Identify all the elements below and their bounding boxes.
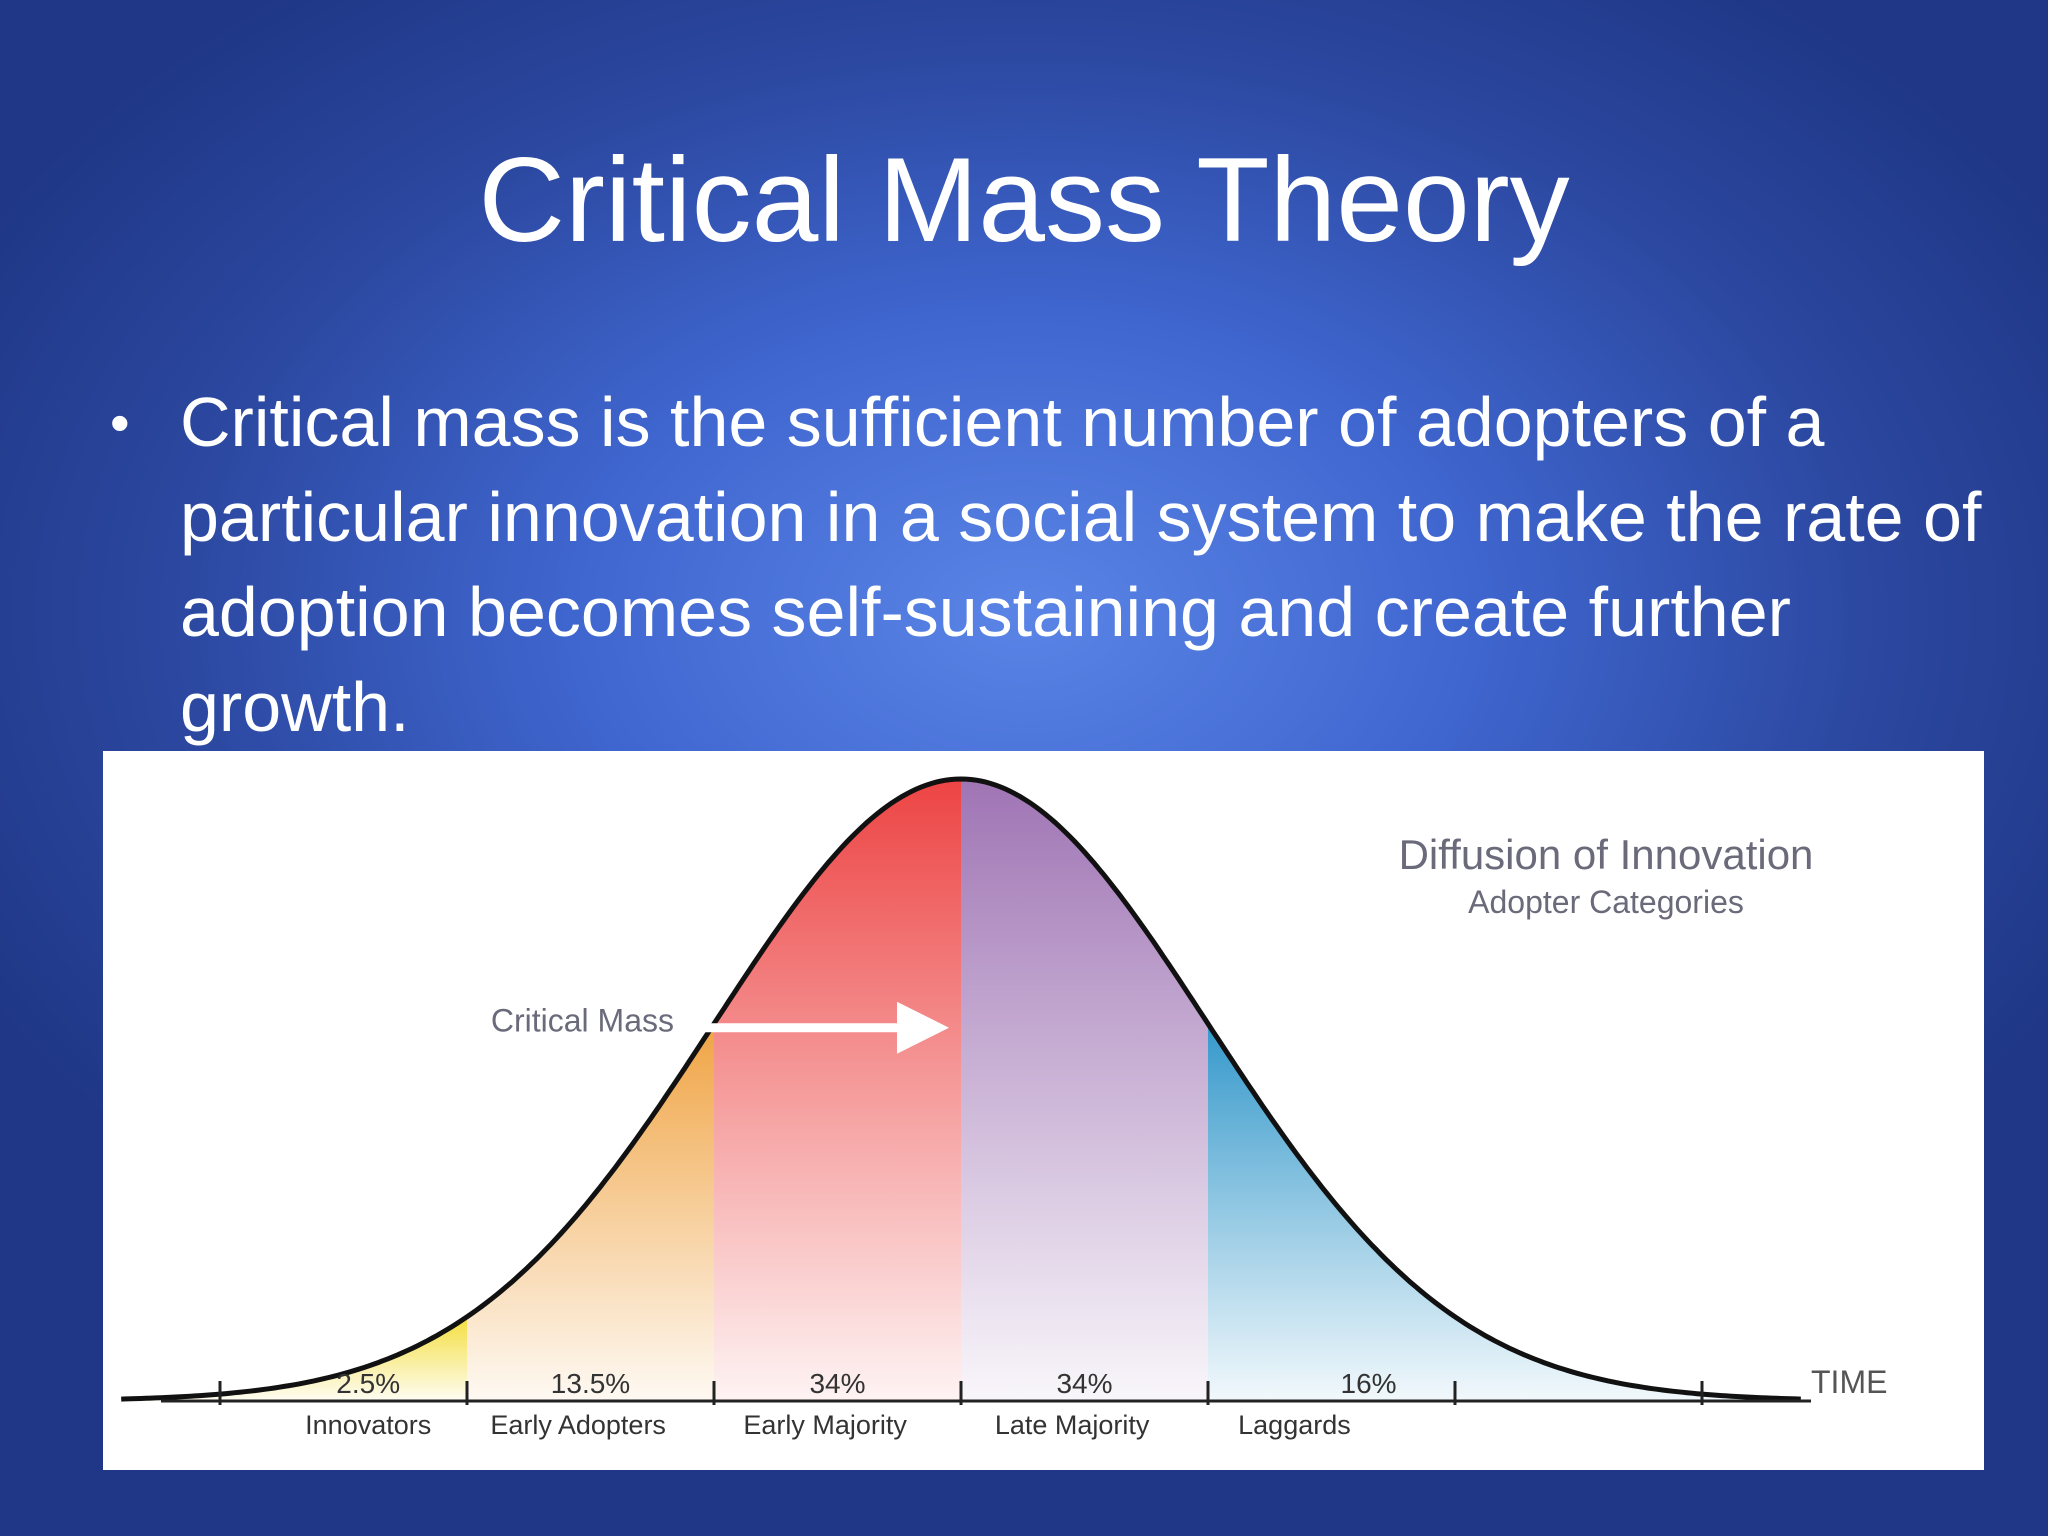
region-innovators (121, 1316, 467, 1401)
chart-subtitle: Adopter Categories (1468, 884, 1744, 920)
percent-label: 34% (809, 1368, 865, 1399)
region-late-majority (961, 779, 1208, 1401)
chart-title: Diffusion of Innovation (1399, 831, 1814, 878)
axis-ticks (218, 1381, 1704, 1405)
percent-label: 16% (1341, 1368, 1397, 1399)
critical-mass-arrow (694, 1001, 949, 1054)
bullet-text: Critical mass is the sufficient number o… (180, 383, 1982, 746)
region-early-majority (714, 779, 961, 1401)
arrow-head (897, 1001, 949, 1054)
x-axis-label: TIME (1811, 1364, 1887, 1400)
category-label: Late Majority (995, 1410, 1150, 1440)
percent-label: 2.5% (336, 1368, 400, 1399)
percent-label: 13.5% (551, 1368, 630, 1399)
category-label: Laggards (1238, 1410, 1351, 1440)
region-laggards (1208, 1023, 1801, 1401)
bell-curve (121, 776, 1801, 1402)
category-label: Early Majority (743, 1410, 907, 1440)
percent-label: 34% (1056, 1368, 1112, 1399)
category-labels: 2.5% Innovators 13.5% Early Adopters 34% Earl… (305, 1368, 1396, 1440)
category-label: Innovators (305, 1410, 431, 1440)
critical-mass-label: Critical Mass (491, 1003, 674, 1039)
category-label: Early Adopters (490, 1410, 666, 1440)
diffusion-chart: TIME Diffusion of Innovation Adopter Cat… (103, 751, 1984, 1470)
bullet-dot-icon: • (110, 391, 130, 454)
slide-title: Critical Mass Theory (478, 133, 1570, 267)
chart-svg: TIME Diffusion of Innovation Adopter Cat… (121, 776, 1887, 1440)
category-fills (121, 779, 1801, 1401)
